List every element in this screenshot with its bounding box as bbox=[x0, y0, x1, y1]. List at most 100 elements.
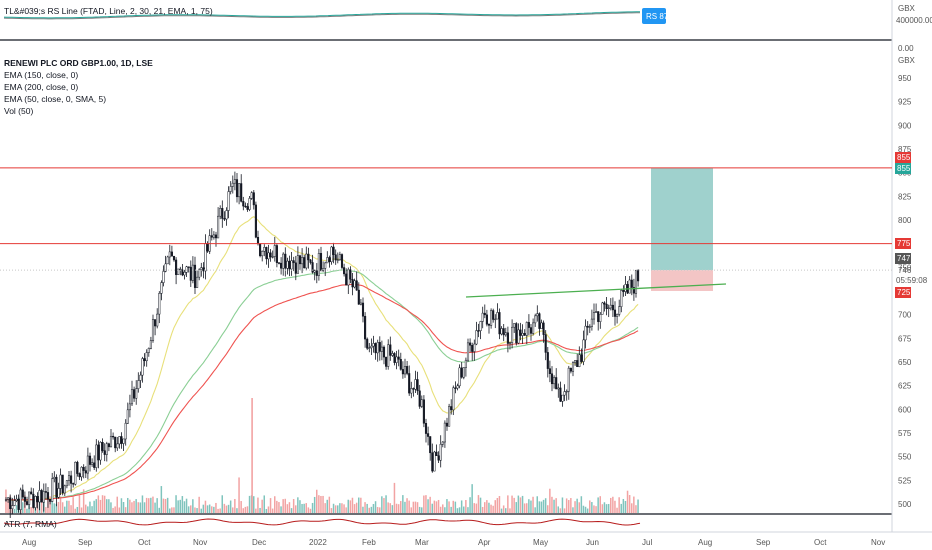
candle-body bbox=[609, 304, 612, 309]
candle-body bbox=[597, 311, 600, 322]
volume-bar bbox=[208, 504, 211, 513]
volume-bar bbox=[307, 507, 310, 513]
candle-body bbox=[330, 246, 333, 263]
volume-bar bbox=[223, 503, 226, 513]
candle-body bbox=[259, 243, 262, 257]
candle-body bbox=[137, 380, 140, 389]
volume-bar bbox=[53, 503, 55, 513]
time-tick: Jun bbox=[586, 538, 599, 547]
candle-body bbox=[504, 332, 507, 336]
candle-body bbox=[40, 490, 43, 503]
time-tick: Aug bbox=[22, 538, 36, 547]
candle-body bbox=[437, 455, 440, 461]
candle-body bbox=[53, 476, 56, 480]
candle-body bbox=[38, 490, 41, 503]
candle-body bbox=[214, 234, 218, 239]
volume-bar bbox=[416, 502, 419, 513]
candle-body bbox=[191, 264, 194, 281]
candle-body bbox=[361, 302, 365, 317]
candle-body bbox=[536, 313, 539, 317]
volume-bar bbox=[341, 503, 343, 513]
candle-body bbox=[315, 270, 318, 276]
volume-bar bbox=[112, 507, 114, 513]
volume-bar bbox=[7, 497, 9, 513]
candle-body bbox=[416, 379, 419, 392]
volume-bar bbox=[72, 497, 74, 513]
volume-bar bbox=[263, 495, 265, 513]
main-axis-currency: GBX bbox=[898, 56, 916, 65]
volume-bar bbox=[509, 508, 511, 513]
candle-body bbox=[395, 356, 398, 363]
rs-pane bbox=[3, 11, 640, 20]
candle-body bbox=[36, 496, 39, 503]
volume-bar bbox=[423, 495, 425, 513]
candle-body bbox=[613, 309, 617, 317]
volume-bar bbox=[603, 502, 606, 513]
volume-bar bbox=[85, 504, 87, 513]
volume-bar bbox=[551, 496, 553, 513]
candle-body bbox=[376, 342, 379, 354]
candle-body bbox=[84, 470, 87, 474]
tag-upper-red: 855 bbox=[897, 153, 911, 162]
candle-body bbox=[519, 329, 522, 336]
candle-body bbox=[460, 367, 463, 378]
candle-body bbox=[580, 354, 583, 362]
candle-body bbox=[301, 257, 304, 265]
price-tick: 950 bbox=[898, 74, 912, 83]
time-tick: Dec bbox=[252, 538, 266, 547]
candle-body bbox=[256, 236, 260, 245]
candle-body bbox=[4, 499, 8, 501]
candle-body bbox=[550, 373, 554, 385]
candle-body bbox=[532, 322, 535, 334]
candle-body bbox=[345, 273, 348, 286]
candle-body bbox=[584, 325, 587, 341]
candle-body bbox=[496, 312, 499, 320]
candle-body bbox=[147, 348, 150, 353]
candle-body bbox=[481, 312, 484, 322]
candle-body bbox=[563, 391, 566, 396]
candle-body bbox=[225, 210, 228, 220]
candle-body bbox=[88, 455, 92, 465]
time-tick: 2022 bbox=[309, 538, 327, 547]
volume-bar bbox=[61, 502, 64, 513]
volume-bar bbox=[633, 496, 635, 513]
candle-body bbox=[275, 245, 278, 263]
volume-bar bbox=[530, 500, 532, 513]
volume-bar bbox=[318, 495, 320, 513]
tag-bg-last bbox=[895, 253, 911, 264]
candle-body bbox=[586, 325, 589, 328]
volume-bar bbox=[13, 508, 16, 513]
price-tick: 700 bbox=[898, 311, 912, 320]
candle-body bbox=[263, 247, 266, 252]
volume-bar bbox=[303, 503, 305, 513]
candle-body bbox=[406, 366, 409, 374]
candle-body bbox=[172, 255, 176, 261]
volume-bar bbox=[295, 505, 297, 513]
candle-body bbox=[107, 443, 110, 448]
volume-bar bbox=[374, 501, 377, 513]
candle-body bbox=[59, 474, 62, 489]
candle-body bbox=[61, 474, 64, 494]
price-tick: 650 bbox=[898, 358, 912, 367]
candle-body bbox=[492, 310, 495, 320]
candle-body bbox=[502, 328, 505, 336]
candle-body bbox=[196, 276, 199, 288]
volume-bar bbox=[486, 500, 488, 513]
candle-body bbox=[498, 312, 501, 335]
candle-body bbox=[80, 466, 83, 478]
candle-body bbox=[364, 315, 367, 340]
volume-bar bbox=[133, 500, 135, 513]
candle-body bbox=[490, 310, 493, 326]
candle-body bbox=[267, 252, 270, 260]
candle-body bbox=[229, 186, 232, 192]
candle-body bbox=[380, 346, 383, 352]
volume-bar bbox=[370, 506, 373, 513]
candle-body bbox=[347, 269, 350, 286]
candle-body bbox=[378, 342, 381, 352]
candle-body bbox=[74, 461, 77, 485]
volume-bar bbox=[271, 508, 274, 513]
candle-body bbox=[414, 379, 417, 390]
volume-bar bbox=[599, 496, 601, 513]
candle-body bbox=[338, 254, 341, 260]
